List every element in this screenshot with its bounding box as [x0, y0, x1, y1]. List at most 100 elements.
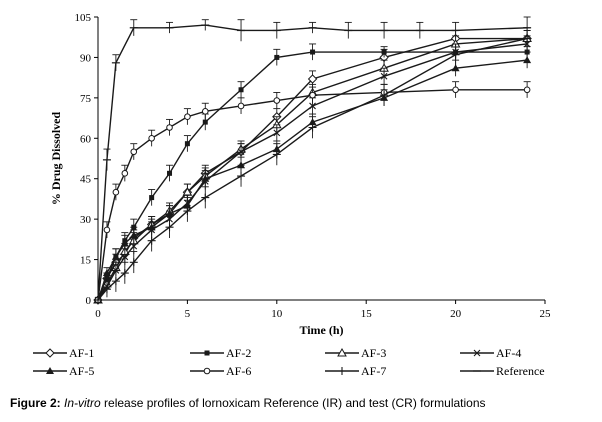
data-point	[148, 134, 155, 142]
data-point	[130, 242, 138, 250]
chart-axes: 0 15 30 45 60 75 90 105 0 5 10 15 20 25	[75, 12, 552, 320]
x-tick-label: 10	[271, 308, 283, 320]
legend-item-af-3: AF-3	[325, 346, 386, 360]
data-point	[237, 102, 245, 110]
data-point	[381, 49, 387, 55]
y-tick-label: 30	[80, 214, 92, 226]
data-point	[237, 161, 246, 169]
y-tick-label: 105	[75, 12, 92, 24]
legend-label: Reference	[496, 364, 545, 378]
legend-label: AF-5	[69, 364, 94, 378]
data-point	[523, 86, 531, 94]
chart-series	[93, 16, 532, 305]
data-point	[201, 193, 210, 202]
legend-item-af-4: AF-4	[460, 346, 521, 360]
x-axis-title: Time (h)	[299, 323, 343, 337]
data-point	[238, 87, 244, 93]
legend-label: AF-1	[69, 346, 94, 360]
y-tick-label: 75	[80, 93, 92, 105]
data-point	[237, 172, 246, 181]
data-point	[307, 74, 318, 84]
chart-legend: AF-1 AF-2 AF-3 AF-4 AF-5 AF-6 AF-7 Reference	[33, 346, 545, 378]
data-point	[452, 86, 459, 94]
data-point	[273, 129, 281, 137]
data-point	[184, 141, 190, 147]
caption-italic: In-vitro	[64, 396, 101, 410]
data-point	[111, 252, 120, 260]
data-point	[201, 174, 210, 182]
legend-item-af-6: AF-6	[190, 364, 251, 378]
legend-marker	[473, 349, 481, 357]
data-point	[201, 108, 209, 115]
y-tick-label: 90	[80, 52, 92, 64]
y-axis-title: % Drug Dissolved	[49, 112, 63, 206]
data-point	[272, 150, 281, 159]
data-point	[380, 72, 388, 80]
data-point	[149, 195, 155, 201]
data-point	[183, 207, 192, 216]
legend-marker	[46, 367, 54, 374]
data-point	[147, 223, 156, 231]
x-tick-label: 25	[540, 308, 552, 320]
data-point	[451, 64, 460, 72]
data-point	[165, 209, 174, 217]
legend-marker	[338, 367, 346, 375]
data-point	[121, 170, 129, 177]
data-point	[309, 102, 316, 110]
x-tick-label: 5	[185, 308, 191, 320]
data-point	[111, 277, 120, 286]
data-point	[165, 223, 174, 232]
data-point	[380, 91, 389, 100]
series-af-1	[93, 30, 532, 305]
legend-item-af-2: AF-2	[190, 346, 251, 360]
legend-marker	[337, 347, 347, 357]
legend-item-af-5: AF-5	[33, 364, 94, 378]
data-point	[147, 236, 156, 245]
legend-label: AF-3	[361, 346, 386, 360]
data-point	[202, 119, 208, 125]
y-tick-label: 15	[80, 255, 92, 267]
data-point	[120, 239, 129, 247]
x-tick-label: 15	[361, 308, 373, 320]
data-point	[184, 113, 191, 121]
legend-label: AF-4	[496, 346, 521, 360]
series-line-reference	[97, 24, 528, 301]
legend-label: AF-7	[361, 364, 386, 378]
x-tick-label: 0	[95, 308, 101, 320]
data-point	[121, 253, 129, 261]
caption-text: release profiles of lornoxicam Reference…	[104, 396, 486, 410]
legend-label: AF-2	[226, 346, 251, 360]
legend-item-af-1: AF-1	[33, 346, 94, 360]
data-point	[129, 231, 138, 239]
legend-marker	[45, 348, 55, 358]
legend-marker	[204, 350, 210, 356]
data-point	[112, 188, 120, 196]
legend-item-af-7: AF-7	[325, 364, 386, 378]
data-point	[237, 148, 245, 156]
data-point	[129, 258, 138, 267]
x-tick-label: 20	[450, 308, 462, 320]
caption-label: Figure 2:	[10, 396, 61, 410]
data-point	[102, 269, 111, 277]
data-point	[167, 170, 173, 176]
data-point	[309, 91, 316, 99]
series-af-6	[94, 81, 531, 304]
data-point	[310, 49, 316, 55]
figure-caption: Figure 2: In-vitro release profiles of l…	[10, 396, 600, 410]
data-point	[130, 148, 138, 156]
data-point	[274, 54, 280, 60]
legend-marker	[203, 367, 211, 375]
y-tick-label: 60	[80, 133, 92, 145]
y-tick-label: 45	[80, 174, 92, 186]
legend-label: AF-6	[226, 364, 251, 378]
data-point	[166, 124, 173, 131]
series-reference	[94, 16, 532, 301]
data-point	[523, 56, 532, 64]
data-point	[103, 226, 111, 234]
data-point	[273, 97, 281, 104]
data-point	[120, 269, 129, 278]
legend-item-reference: Reference	[460, 364, 545, 378]
y-tick-label: 0	[86, 295, 92, 307]
series-af-7	[94, 27, 532, 304]
